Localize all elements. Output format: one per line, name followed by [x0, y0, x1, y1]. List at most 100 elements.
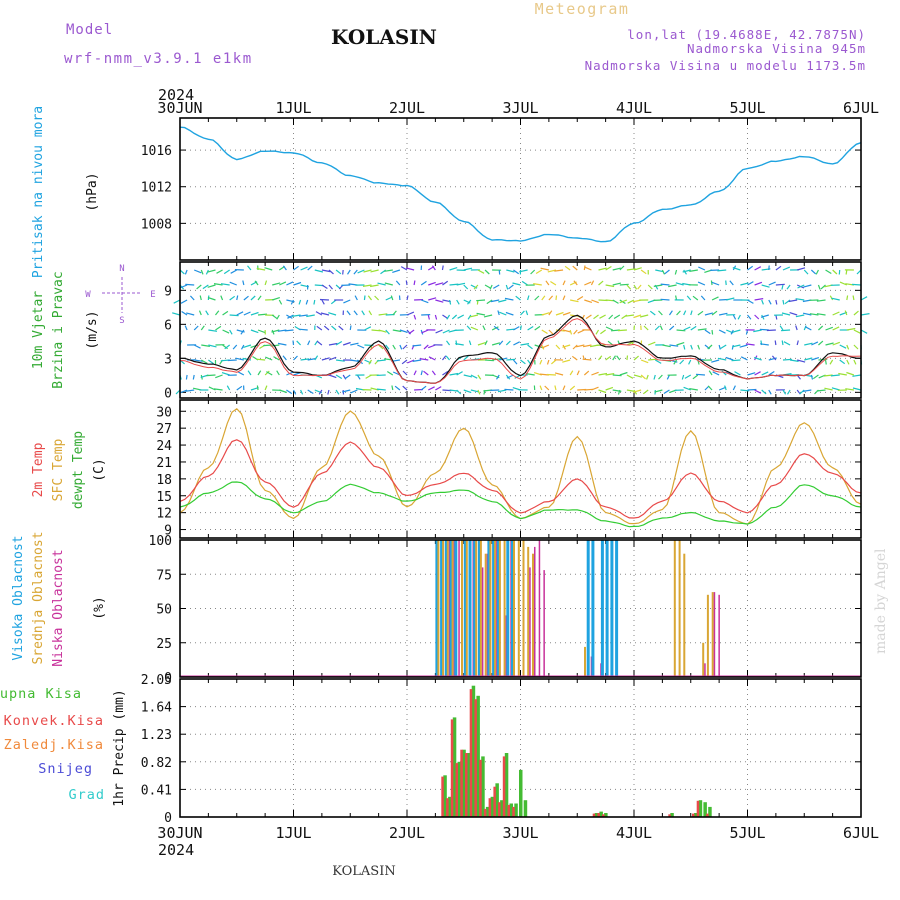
wind-arrow	[761, 371, 769, 376]
panel-frame	[179, 117, 862, 261]
wind-arrow	[825, 326, 834, 331]
cloud-bar	[615, 540, 619, 677]
wind-arrow	[564, 265, 571, 271]
wind-arrow	[519, 325, 522, 331]
wind-arrow	[449, 372, 459, 376]
wind-arrow	[391, 385, 394, 391]
wind-arrow	[591, 371, 599, 376]
wind-arrow	[328, 284, 333, 290]
wind-arrow	[717, 357, 727, 361]
precip-bar-convective	[696, 800, 700, 817]
precip-bar-convective	[465, 753, 468, 817]
wind-arrow	[477, 374, 482, 380]
wind-arrow	[456, 282, 466, 286]
wind-arrow	[222, 310, 229, 316]
wind-arrow	[598, 280, 604, 286]
wind-arrow	[692, 374, 699, 380]
y-tick-label: 0	[164, 386, 172, 401]
wind-arrow	[766, 329, 776, 332]
wind-arrow	[505, 340, 511, 346]
wind-arrow	[463, 389, 472, 394]
wind-arrow	[797, 359, 806, 363]
wind-arrow	[196, 284, 202, 290]
wind-arrow	[782, 389, 787, 395]
wind-arrow	[554, 269, 564, 272]
wind-arrow	[477, 342, 486, 346]
wind-arrow	[307, 357, 317, 361]
cloud-bar	[496, 540, 500, 677]
wind-arrow	[428, 356, 436, 361]
wind-arrow	[839, 359, 846, 365]
wind-arrow	[789, 359, 799, 362]
wind-arrow	[698, 266, 706, 271]
wind-arrow	[180, 299, 188, 304]
wind-arrow	[803, 325, 807, 331]
wind-arrow	[593, 314, 599, 320]
wind-arrow	[732, 385, 736, 391]
wind-arrow	[555, 344, 561, 350]
y-tick-label: 6	[164, 318, 172, 333]
wind-arrow	[483, 314, 493, 318]
wind-arrow	[243, 295, 249, 301]
wind-arrow	[663, 389, 670, 395]
wind-arrow	[846, 371, 855, 376]
wind-arrow	[686, 295, 692, 301]
wind-arrow	[732, 267, 741, 271]
wind-arrow	[484, 340, 488, 346]
wind-arrow	[789, 312, 798, 316]
panel-frame	[179, 539, 862, 678]
wind-arrow	[400, 266, 408, 271]
wind-arrow	[497, 310, 500, 316]
cloud-bar	[522, 540, 525, 677]
wind-arrow	[498, 299, 507, 303]
wind-arrow	[305, 299, 309, 305]
precip-bar-convective	[592, 813, 596, 817]
wind-arrow	[331, 325, 337, 331]
wind-arrow	[361, 310, 365, 316]
precip-bar-convective	[597, 813, 600, 817]
cloud-bar	[468, 540, 472, 677]
wind-arrow	[626, 268, 636, 271]
wind-arrow	[544, 385, 550, 391]
wind-arrow	[307, 340, 311, 346]
wind-arrow	[562, 359, 571, 363]
wind-arrow	[504, 388, 514, 391]
wind-arrow	[845, 269, 848, 275]
wind-arrow	[256, 385, 259, 391]
wind-arrow	[768, 357, 777, 361]
wind-arrow	[240, 329, 245, 335]
wind-arrow	[803, 284, 812, 288]
wind-unit: (m/s)	[85, 310, 100, 349]
wind-arrow	[676, 342, 685, 346]
precip-bar-total	[504, 753, 509, 817]
temp-2m-line	[179, 439, 862, 519]
wind-arrow	[435, 329, 443, 334]
cloud-bar	[496, 540, 498, 677]
wind-arrow	[576, 295, 584, 301]
precip-bar-total	[443, 775, 447, 817]
wind-arrow	[739, 344, 748, 348]
wind-arrow	[428, 386, 435, 391]
wind-arrow	[729, 280, 734, 286]
wind-arrow	[194, 359, 203, 362]
wind-arrow	[423, 370, 429, 376]
wind-arrow	[754, 281, 763, 286]
wind-arrow	[689, 388, 698, 391]
wind-arrow	[470, 389, 480, 393]
precip-bar-convective	[498, 802, 501, 817]
wind-arrow	[633, 355, 639, 361]
cloud-bar	[458, 540, 460, 677]
precip-bar-convective	[460, 749, 463, 817]
y-tick-label: 18	[156, 473, 172, 488]
wind-arrow	[853, 329, 861, 334]
wind-arrow	[783, 341, 791, 346]
wind-arrow	[619, 265, 625, 271]
wind-arrow	[506, 358, 516, 361]
wind-arrow	[539, 359, 543, 365]
wind-arrow	[242, 280, 245, 286]
wind-arrow	[296, 340, 302, 346]
wind-arrow	[318, 389, 323, 395]
wind-arrow	[569, 385, 576, 391]
wind-arrow	[198, 310, 202, 316]
wind-arrow	[653, 284, 663, 287]
